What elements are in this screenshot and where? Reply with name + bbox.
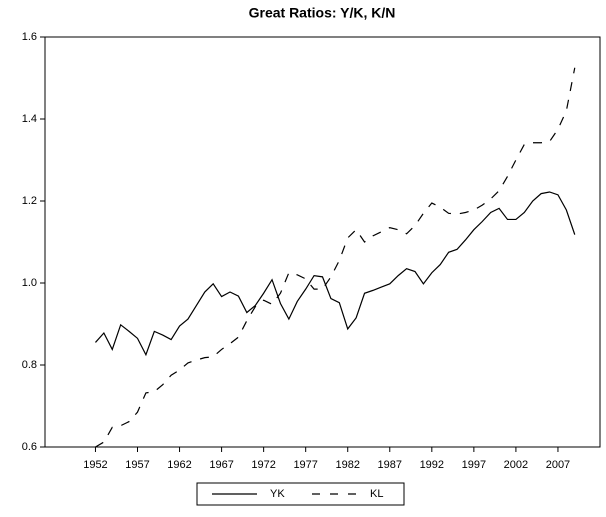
series-line xyxy=(95,67,576,448)
x-tick-label: 1992 xyxy=(420,459,444,471)
x-tick-label: 1962 xyxy=(167,459,191,471)
x-tick-label: 1997 xyxy=(462,459,486,471)
y-tick-label: 1.2 xyxy=(22,195,37,207)
x-tick-label: 2002 xyxy=(504,459,528,471)
y-tick-label: 1.6 xyxy=(22,31,37,43)
x-tick-label: 1952 xyxy=(83,459,107,471)
legend-label: YK xyxy=(270,488,285,500)
y-tick-label: 1.4 xyxy=(22,113,37,125)
x-tick-label: 1977 xyxy=(293,459,317,471)
legend-label: KL xyxy=(370,488,383,500)
x-tick-label: 2007 xyxy=(546,459,570,471)
chart-title: Great Ratios: Y/K, K/N xyxy=(249,5,396,21)
x-tick-label: 1982 xyxy=(335,459,359,471)
series-line xyxy=(95,191,576,357)
legend-box xyxy=(196,482,405,506)
y-tick-label: 0.6 xyxy=(22,441,37,453)
x-tick-label: 1957 xyxy=(125,459,149,471)
plot-frame xyxy=(44,36,601,448)
x-tick-label: 1987 xyxy=(378,459,402,471)
y-tick-label: 1.0 xyxy=(22,277,37,289)
x-tick-label: 1967 xyxy=(209,459,233,471)
y-tick-label: 0.8 xyxy=(22,359,37,371)
x-tick-label: 1972 xyxy=(251,459,275,471)
